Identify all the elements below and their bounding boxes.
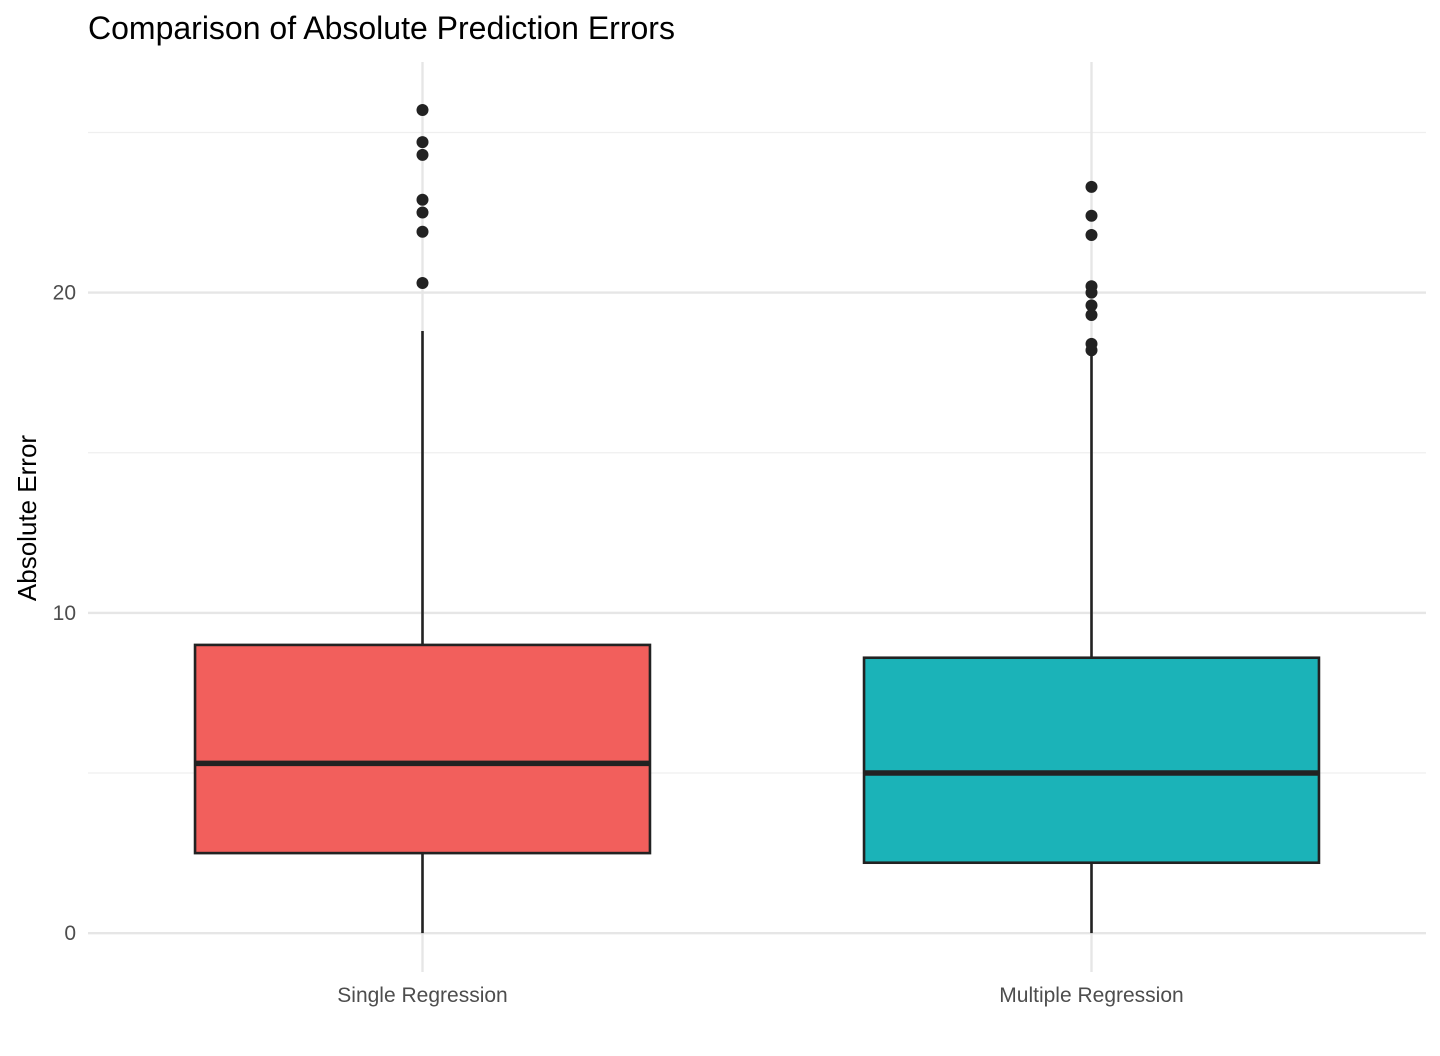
box-group [193,104,652,934]
chart-title: Comparison of Absolute Prediction Errors [88,10,675,46]
box-group [862,180,1321,934]
y-axis-title: Absolute Error [12,435,42,602]
x-tick-label: Multiple Regression [999,984,1183,1007]
outlier-point [416,276,429,289]
y-tick-label: 0 [64,922,76,945]
outlier-point [1085,209,1098,222]
outlier-point [416,193,429,206]
outlier-point [416,136,429,149]
outlier-point [1085,180,1098,193]
iqr-box [862,656,1321,865]
axis-ticks: 0 10 20 Single Regression Multiple Regressio… [53,282,1184,1007]
outlier-point [1085,280,1098,293]
outlier-point [416,148,429,161]
outlier-point [416,104,429,117]
x-tick-label: Single Regression [337,984,507,1007]
y-tick-label: 10 [53,602,76,625]
outlier-point [1085,228,1098,241]
outlier-point [416,206,429,219]
y-tick-label: 20 [53,282,76,305]
outlier-point [1085,337,1098,350]
iqr-box [193,643,652,855]
box-plots [193,104,1321,934]
outlier-point [1085,299,1098,312]
outlier-point [416,225,429,238]
outlier-point [1085,309,1098,322]
